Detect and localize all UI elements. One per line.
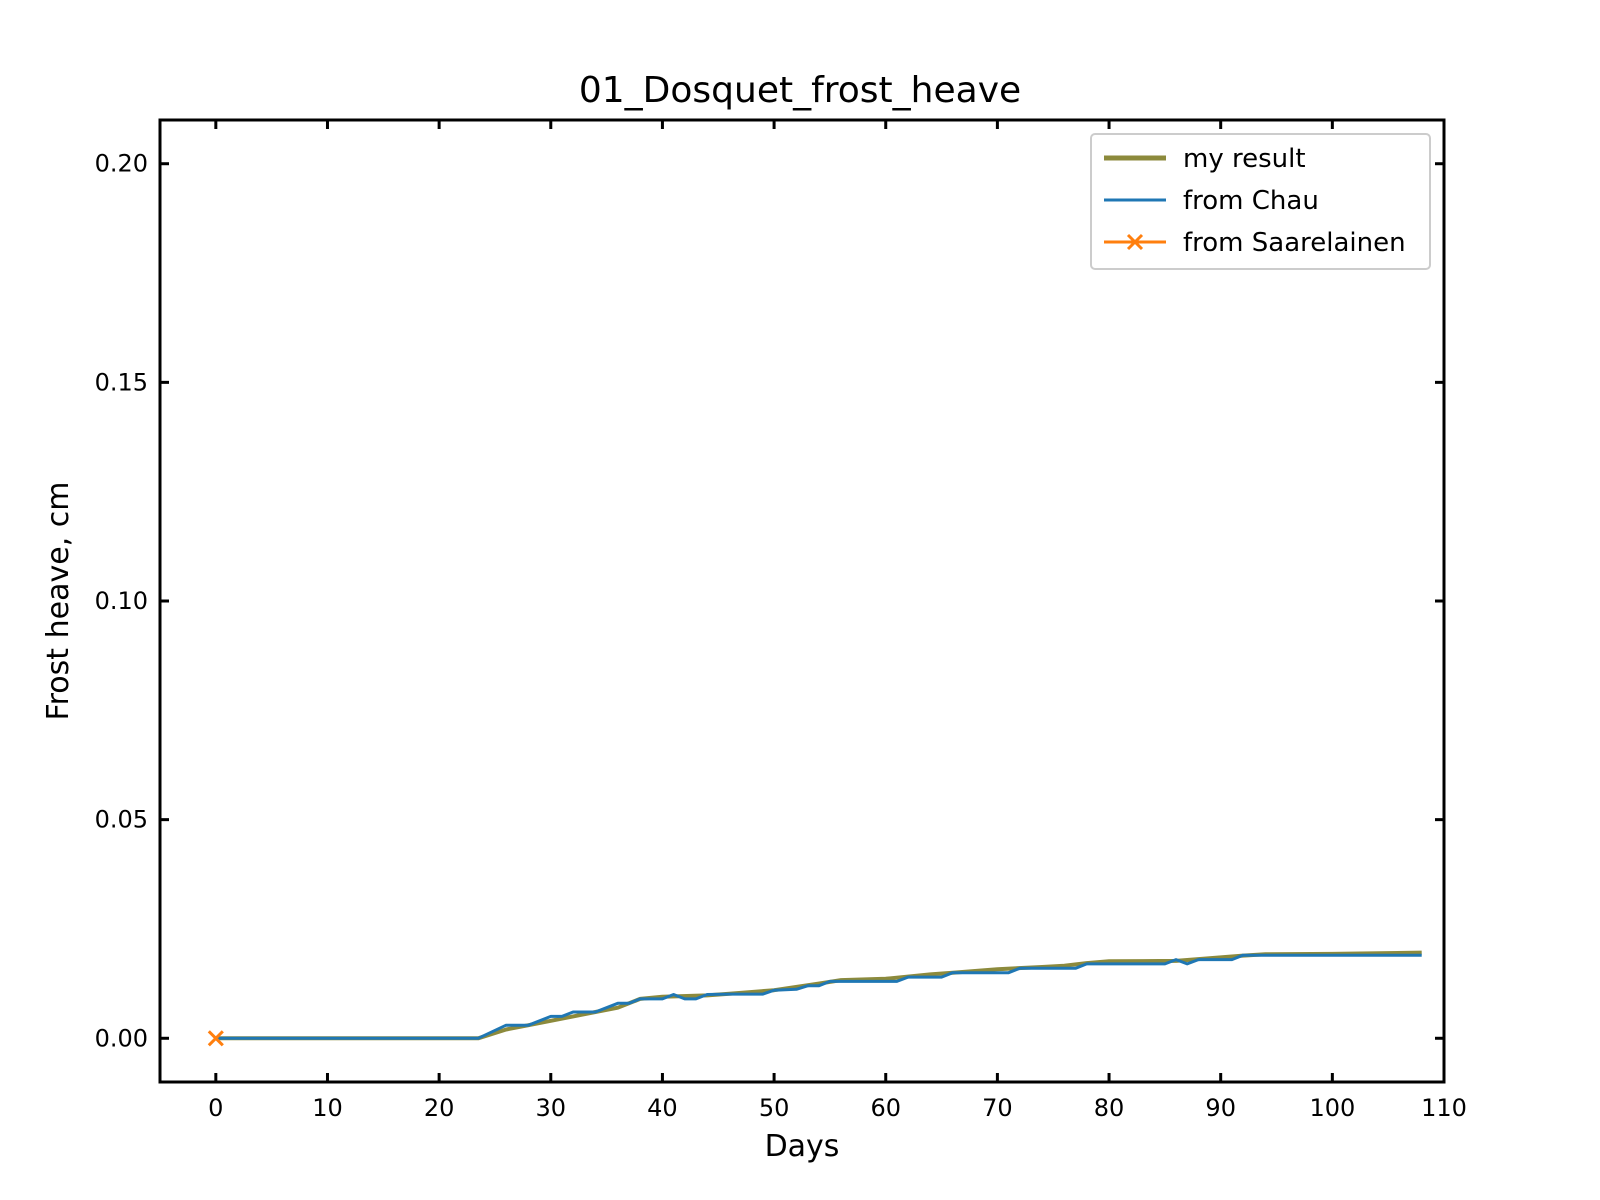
x-tick-label: 50	[759, 1094, 790, 1122]
x-tick-label: 60	[870, 1094, 901, 1122]
x-tick-label: 100	[1309, 1094, 1355, 1122]
x-tick-label: 110	[1421, 1094, 1467, 1122]
y-tick-label: 0.20	[95, 150, 148, 178]
y-tick-label: 0.05	[95, 806, 148, 834]
legend-label: from Chau	[1183, 186, 1319, 216]
x-tick-label: 10	[312, 1094, 343, 1122]
plot-frame	[158, 118, 1446, 1084]
chart-title: 01_Dosquet_frost_heave	[579, 70, 1021, 111]
series-line-from-chau	[215, 953, 1422, 1040]
x-tick-label: 80	[1094, 1094, 1125, 1122]
x-tick-label: 90	[1205, 1094, 1236, 1122]
legend-item-from-saarelainen: from Saarelainen	[1104, 228, 1406, 258]
legend-label: my result	[1183, 144, 1306, 174]
legend-frame	[1090, 133, 1431, 270]
legend-item-my-result: my result	[1104, 144, 1306, 174]
y-tick-label: 0.10	[95, 587, 148, 615]
x-tick-label: 30	[536, 1094, 567, 1122]
x-axis-label: Days	[765, 1129, 840, 1164]
plot-area	[207, 950, 1422, 1047]
y-tick-label: 0.15	[95, 368, 148, 396]
series-line-my-result	[215, 950, 1422, 1041]
x-tick-label: 0	[208, 1094, 223, 1122]
y-axis-label: Frost heave, cm	[41, 482, 76, 721]
legend-label: from Saarelainen	[1183, 228, 1406, 258]
x-tick-label: 20	[424, 1094, 455, 1122]
series-layer	[207, 950, 1422, 1047]
x-tick-label: 70	[982, 1094, 1013, 1122]
x-tick-label: 40	[647, 1094, 678, 1122]
y-tick-label: 0.00	[95, 1024, 148, 1052]
ticks-layer: 0 10 20 30 40 50 60 70 80 90 100 110 0.00 0.05 0.10 0.1…	[95, 120, 1467, 1122]
legend: my result from Chau from Saarelainen	[1090, 133, 1431, 270]
legend-item-from-chau: from Chau	[1104, 186, 1319, 216]
data-point-from-saarelainen	[207, 1030, 224, 1047]
